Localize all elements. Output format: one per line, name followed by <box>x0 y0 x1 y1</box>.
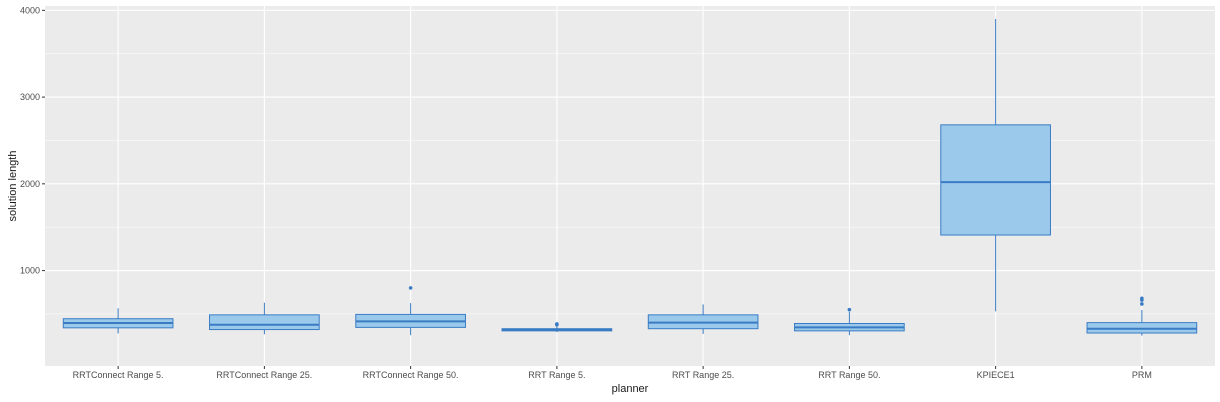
y-axis-title: solution length <box>7 151 19 222</box>
x-tick-label: PRM <box>1132 370 1152 380</box>
y-tick-label: 2000 <box>20 179 40 189</box>
y-axis: 1000 2000 3000 4000 <box>20 5 45 276</box>
y-tick-label: 4000 <box>20 5 40 15</box>
boxes-layer <box>62 19 1198 336</box>
box-8 <box>1086 296 1198 336</box>
x-tick-label: RRTConnect Range 5. <box>73 370 164 380</box>
x-tick-label: RRTConnect Range 25. <box>216 370 312 380</box>
outlier-point <box>1140 296 1144 301</box>
box-4 <box>501 322 613 333</box>
outlier-point <box>555 322 559 326</box>
y-tick-label: 3000 <box>20 92 40 102</box>
box-6 <box>794 307 905 336</box>
x-tick-label: RRT Range 25. <box>672 370 734 380</box>
outlier-point <box>1140 302 1144 306</box>
box-iqr <box>940 124 1051 236</box>
box-1 <box>62 308 174 334</box>
x-tick-label: RRTConnect Range 50. <box>363 370 459 380</box>
y-tick-label: 1000 <box>20 266 40 276</box>
outlier-point <box>408 286 413 290</box>
outlier-point <box>847 307 852 312</box>
box-iqr <box>209 314 320 331</box>
x-axis-title: planner <box>612 383 649 395</box>
box-7 <box>940 19 1051 312</box>
x-tick-label: RRT Range 5. <box>528 370 585 380</box>
box-5 <box>647 304 759 334</box>
x-tick-label: KPIECE1 <box>977 370 1015 380</box>
box-2 <box>209 302 320 335</box>
box-3 <box>355 286 466 336</box>
x-tick-label: RRT Range 50. <box>818 370 880 380</box>
x-axis: RRTConnect Range 5. RRTConnect Range 25. R… <box>73 366 1152 380</box>
